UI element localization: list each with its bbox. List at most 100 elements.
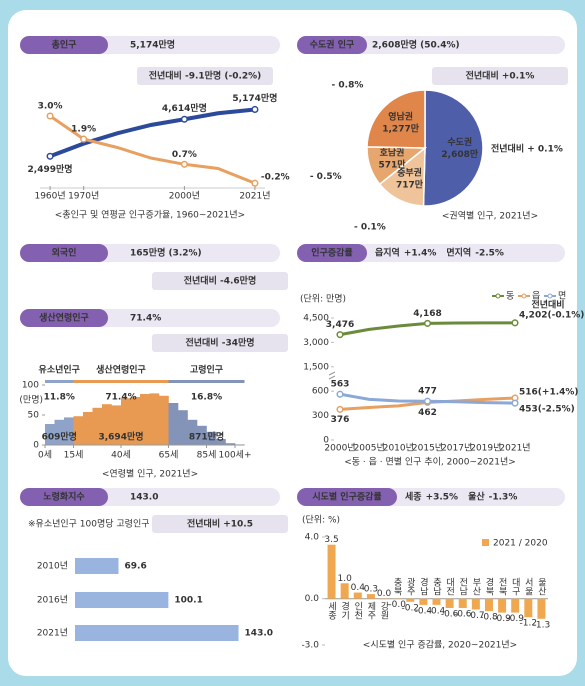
point bbox=[180, 115, 188, 123]
category-label: 제주 bbox=[365, 602, 375, 621]
value-label: -0.8 bbox=[480, 613, 498, 623]
y-tick-label: 0 bbox=[323, 436, 329, 446]
y-tick-label: -3.0 bbox=[301, 641, 319, 651]
slice-change: - 0.5% bbox=[310, 172, 342, 182]
age-bar bbox=[73, 416, 84, 445]
y-tick-label: 300 bbox=[312, 411, 329, 421]
point bbox=[251, 105, 259, 114]
slice-change: - 0.8% bbox=[332, 81, 364, 91]
header-bar bbox=[385, 488, 565, 506]
value-label: -0.7 bbox=[467, 611, 485, 621]
highlight-label: 세종 bbox=[405, 491, 422, 503]
header-label: 생산연령인구 bbox=[39, 312, 89, 324]
group-total: 871만명 bbox=[189, 431, 224, 443]
category-label: 울산 bbox=[536, 578, 546, 596]
highlight-value: +3.5% bbox=[426, 493, 459, 503]
category-label: 2021년 bbox=[37, 628, 68, 639]
change-badge bbox=[432, 67, 568, 85]
x-tick-label: 2017년 bbox=[441, 443, 472, 454]
highlight-label: 울산 bbox=[468, 491, 485, 503]
age-bar bbox=[64, 417, 74, 445]
y-tick-label: 1,500 bbox=[303, 362, 329, 372]
y-unit: (만명) bbox=[19, 395, 43, 406]
legend-dot bbox=[495, 293, 501, 299]
panel bbox=[8, 10, 577, 676]
chart-caption: <시도별 인구 증감률, 2020~2021년> bbox=[363, 639, 517, 651]
x-tick-label: 2019년 bbox=[470, 443, 501, 454]
bar bbox=[75, 592, 169, 608]
value-label: 3.0% bbox=[38, 102, 63, 112]
age-bar bbox=[159, 395, 169, 445]
group-share: 71.4% bbox=[105, 393, 136, 403]
slice-value: 717만 bbox=[396, 179, 424, 191]
group-total: 609만명 bbox=[42, 431, 77, 443]
value-label: 563 bbox=[331, 380, 350, 390]
group-total: 3,694만명 bbox=[98, 431, 143, 443]
change-text: 전년대비 +0.1% bbox=[466, 70, 535, 82]
value-label: 1.9% bbox=[71, 125, 96, 135]
series-line bbox=[48, 107, 257, 159]
header-pill bbox=[297, 36, 367, 54]
note: ※유소년인구 100명당 고령인구 bbox=[28, 518, 150, 530]
header-pill bbox=[20, 244, 108, 262]
header-value: 2,608만명 (50.4%) bbox=[372, 39, 460, 51]
value-label: 462 bbox=[418, 408, 437, 418]
bar bbox=[366, 594, 375, 599]
value-label: 4,168 bbox=[413, 309, 441, 319]
point bbox=[46, 152, 54, 160]
point bbox=[423, 319, 432, 327]
group-band bbox=[73, 380, 169, 383]
value-label: 0.0 bbox=[377, 589, 392, 599]
header-pill bbox=[297, 488, 397, 506]
header-pill bbox=[20, 488, 108, 506]
header-label: 노령화지수 bbox=[43, 491, 84, 503]
bar bbox=[340, 583, 349, 599]
y-tick-label: 50 bbox=[28, 411, 40, 421]
chart-caption: <동 · 읍 · 면별 인구 추이, 2000~2021년> bbox=[344, 457, 516, 468]
group-name: 생산연령인구 bbox=[96, 364, 146, 376]
slice-change: 전년대비 + 0.1% bbox=[491, 142, 563, 154]
value-label: -0.0 bbox=[388, 600, 406, 610]
value-label: 4,202(-0.1%) bbox=[519, 310, 584, 320]
category-label: 세종 bbox=[326, 602, 336, 620]
age-bar bbox=[140, 394, 150, 445]
age-bar bbox=[83, 412, 93, 445]
x-tick-label: 100세+ bbox=[219, 450, 252, 461]
header-bar bbox=[96, 309, 280, 327]
category-label: 경기 bbox=[339, 601, 349, 621]
value-label: -0.2 bbox=[401, 603, 419, 613]
highlight-value: -1.3% bbox=[489, 493, 518, 503]
value-label: -0.6 bbox=[441, 609, 459, 619]
pie-slice bbox=[422, 89, 484, 207]
bar bbox=[458, 598, 467, 608]
y-tick-label: 0.0 bbox=[305, 594, 320, 604]
x-tick-label: 0세 bbox=[38, 450, 52, 461]
category-label: 강원 bbox=[379, 602, 389, 620]
bar bbox=[380, 598, 389, 600]
y-unit: (단위: %) bbox=[302, 515, 340, 526]
legend-swatch bbox=[482, 539, 489, 546]
x-tick-label: 2021년 bbox=[499, 443, 530, 454]
value-label: -0.6 bbox=[454, 609, 472, 619]
y-tick-label: 100 bbox=[22, 381, 39, 391]
chart-caption: <권역별 인구, 2021년> bbox=[442, 210, 538, 222]
age-bar bbox=[197, 425, 207, 445]
change-badge bbox=[152, 334, 288, 352]
header-bar bbox=[355, 244, 565, 262]
age-bar bbox=[216, 439, 226, 445]
header-label: 외국인 bbox=[52, 247, 77, 259]
header-bar bbox=[96, 36, 280, 54]
x-tick-label: 2000년 bbox=[169, 191, 200, 202]
age-bar bbox=[92, 407, 103, 445]
value-label: 100.1 bbox=[174, 596, 202, 606]
highlight-label: 면지역 bbox=[446, 247, 471, 259]
value-label: -0.9 bbox=[506, 614, 524, 624]
category-label: 광주 bbox=[405, 577, 415, 597]
bar bbox=[406, 598, 415, 602]
category-label: 대구 bbox=[510, 578, 520, 597]
header-label: 인구증감률 bbox=[311, 247, 352, 259]
legend-label: 면 bbox=[558, 291, 566, 302]
x-tick-label: 85세 bbox=[197, 450, 217, 461]
point bbox=[336, 390, 344, 398]
